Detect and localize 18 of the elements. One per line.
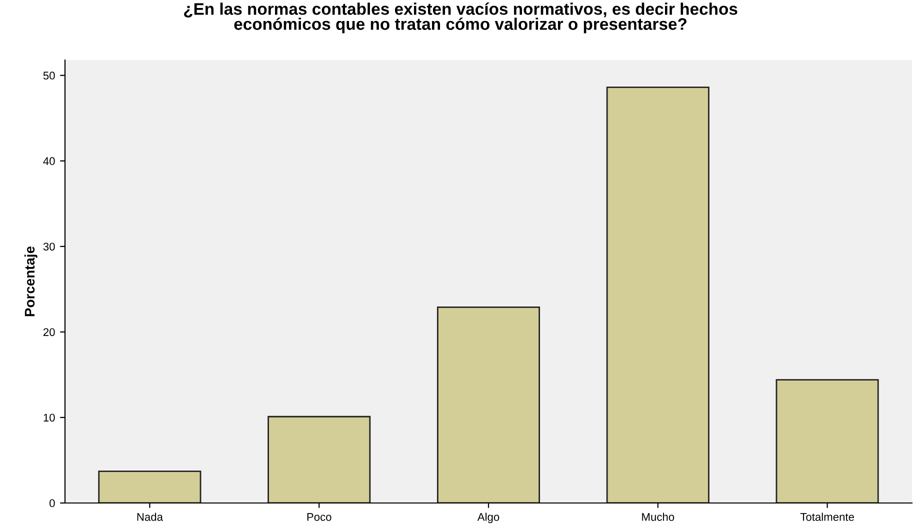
y-tick-label: 40	[43, 157, 55, 166]
y-tick-label: 20	[43, 328, 55, 336]
bar	[268, 416, 371, 503]
bar	[436, 306, 540, 503]
chart-title: ¿En las normas contables existen vacíos normativos, es decir hechos económicos que no tratan cómo valorizar o presentarse?	[184, 2, 738, 34]
bar	[606, 86, 710, 503]
x-tick-label: Algo	[477, 512, 500, 524]
y-tick-label: 10	[44, 414, 55, 422]
y-axis-title: Porcentaje	[24, 246, 38, 316]
x-tick-label: Mucho	[642, 512, 674, 521]
x-tick-label: Poco	[307, 513, 332, 521]
x-tick-label: Totalmente	[800, 512, 854, 521]
bar	[776, 379, 879, 503]
bar	[98, 470, 202, 503]
y-tick-label: 30	[43, 242, 55, 251]
y-tick-label: 50	[43, 72, 55, 80]
x-tick-label: Nada	[137, 512, 163, 521]
y-tick-label: 0	[50, 499, 55, 508]
